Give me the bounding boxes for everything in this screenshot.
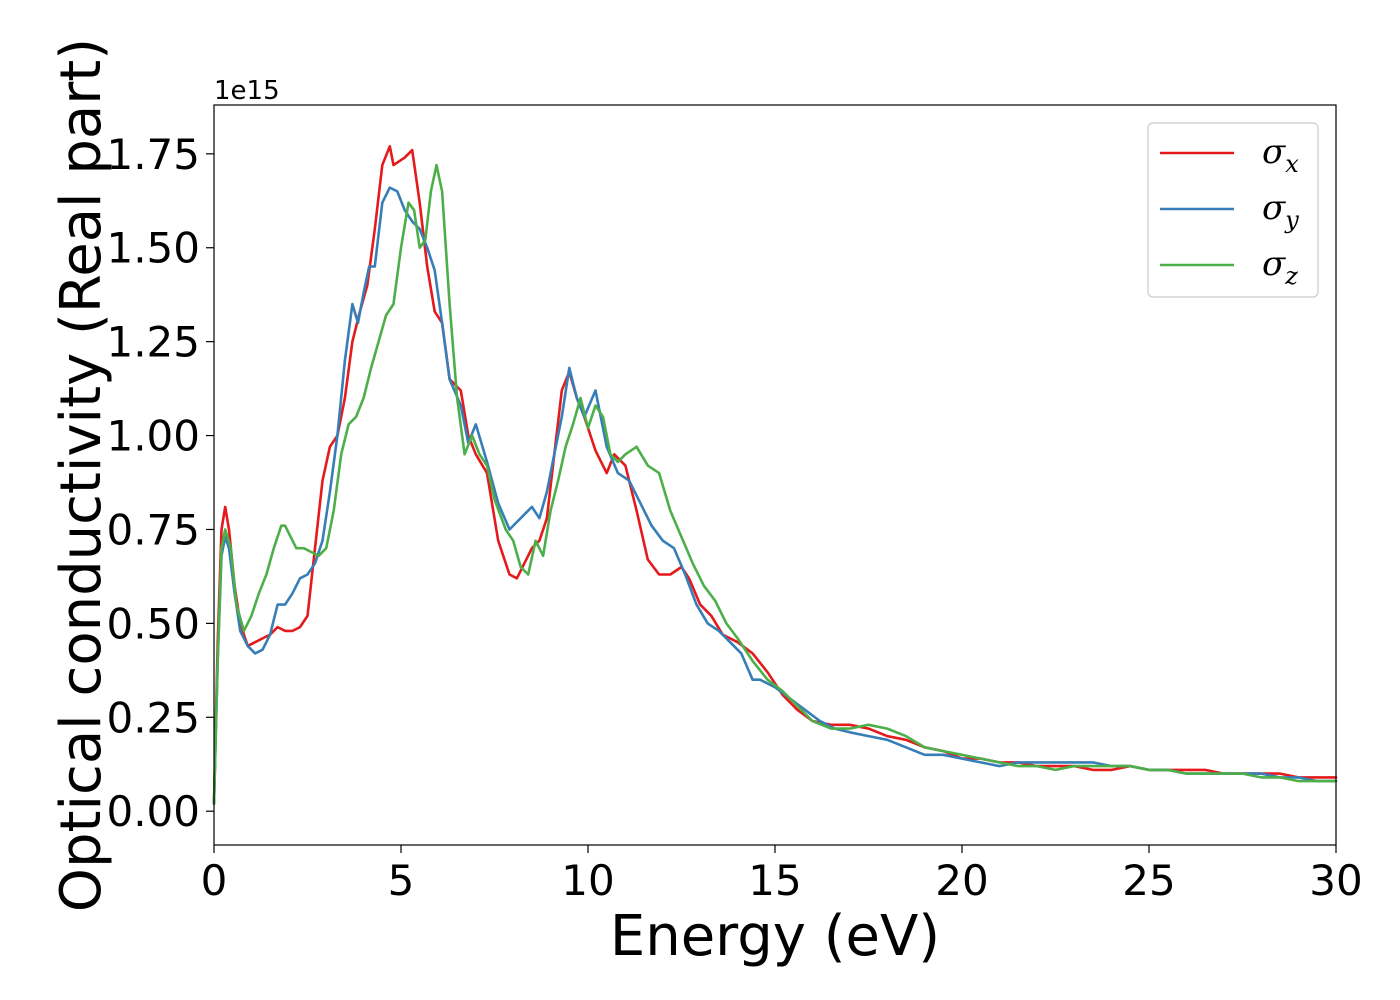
y-tick-label: 0.00	[106, 787, 200, 836]
series-line-z	[212, 163, 1338, 805]
x-tick-label: 20	[935, 856, 988, 905]
x-tick-label: 0	[201, 856, 228, 905]
y-axis: 0.00 0.25 0.50 0.75 1.00 1.25 1.50 1.75	[106, 130, 214, 836]
series-layer	[212, 145, 1338, 805]
y-tick-label: 1.50	[106, 224, 200, 273]
legend-entry-y: σy	[1262, 188, 1299, 234]
x-tick-label: 10	[561, 856, 614, 905]
y-tick-label: 1.25	[106, 318, 200, 367]
x-tick-label: 5	[388, 856, 415, 905]
y-tick-label: 0.25	[106, 693, 200, 742]
y-tick-label: 0.50	[106, 599, 200, 648]
x-tick-label: 15	[748, 856, 801, 905]
x-axis-label: Energy (eV)	[610, 904, 940, 969]
y-tick-label: 1.00	[106, 412, 200, 461]
y-axis-label: Optical conductivity (Real part)	[49, 38, 114, 912]
legend-entry-x: σx	[1262, 132, 1299, 178]
legend: σx σy σz	[1147, 122, 1319, 298]
x-tick-label: 30	[1309, 856, 1362, 905]
x-tick-label: 25	[1122, 856, 1175, 905]
y-tick-label: 1.75	[106, 130, 200, 179]
y-tick-label: 0.75	[106, 505, 200, 554]
legend-entry-z: σz	[1262, 244, 1298, 290]
series-line-y	[212, 186, 1338, 805]
y-offset-label: 1e15	[214, 76, 280, 106]
x-axis: 0 5 10 15 20 25 30	[201, 845, 1363, 905]
